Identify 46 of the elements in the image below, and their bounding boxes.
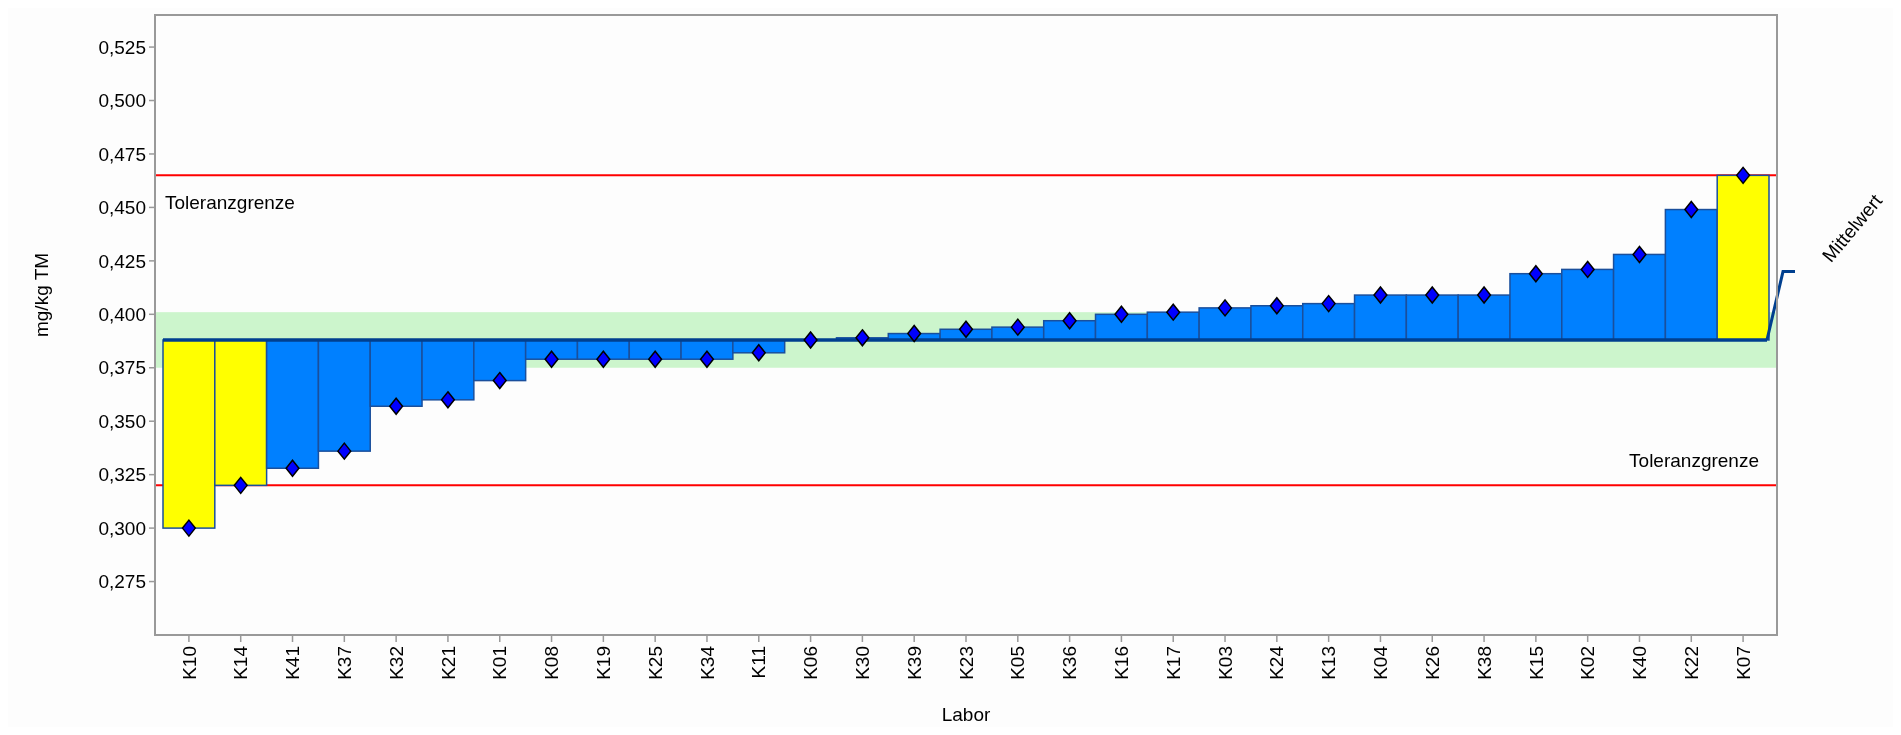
x-tick-label: K10 [178,646,200,680]
x-tick-label: K41 [282,646,304,680]
y-tick-label: 0,400 [98,303,146,325]
x-tick-label: K03 [1214,646,1236,680]
x-tick-label: K19 [593,646,614,680]
x-tick-label: K06 [800,646,822,680]
x-tick-label: K24 [1266,645,1288,680]
x-tick-label: K11 [748,646,770,679]
x-tick-label: K01 [489,646,511,680]
x-tick-label: K17 [1162,646,1184,680]
x-tick-label: K07 [1732,646,1754,680]
y-tick-label: 0,350 [98,410,146,432]
x-tick-label: K16 [1111,646,1133,680]
x-axis-title: Labor [941,704,991,725]
x-tick-label: K22 [1680,646,1702,680]
ref-line-label: Toleranzgrenze [165,192,295,214]
x-tick-label: K14 [230,645,252,680]
x-tick-label: K34 [696,645,718,680]
y-tick-label: 0,525 [98,36,146,58]
y-tick-label: 0,275 [98,571,146,593]
x-tick-label: K32 [385,646,407,680]
x-tick-label: K05 [1007,646,1029,680]
x-tick-label: K40 [1629,646,1651,680]
x-tick-label: K15 [1525,646,1547,680]
y-tick-label: 0,325 [98,464,146,486]
y-tick-label: 0,500 [98,90,146,112]
x-tick-label: K02 [1577,646,1599,680]
x-tick-label: K38 [1473,646,1495,680]
y-tick-label: 0,475 [98,143,146,165]
x-tick-label: K04 [1370,645,1392,680]
x-tick-label: K23 [955,646,977,680]
x-tick-label: K21 [437,646,459,680]
y-axis-title: mg/kg TM [31,252,52,338]
x-tick-label: K36 [1059,646,1081,680]
x-tick-label: K25 [644,646,666,680]
y-tick-label: 0,425 [98,250,146,272]
y-tick-label: 0,450 [98,197,146,219]
ref-line-label: Toleranzgrenze [1629,450,1759,472]
y-tick-label: 0,375 [98,357,146,379]
x-tick-label: K30 [852,646,874,680]
x-tick-label: K13 [1318,646,1340,680]
x-tick-label: K39 [903,646,925,680]
x-tick-label: K08 [541,646,563,680]
y-tick-label: 0,300 [98,517,146,539]
x-tick-label: K37 [333,646,355,680]
x-tick-label: K26 [1421,646,1443,680]
